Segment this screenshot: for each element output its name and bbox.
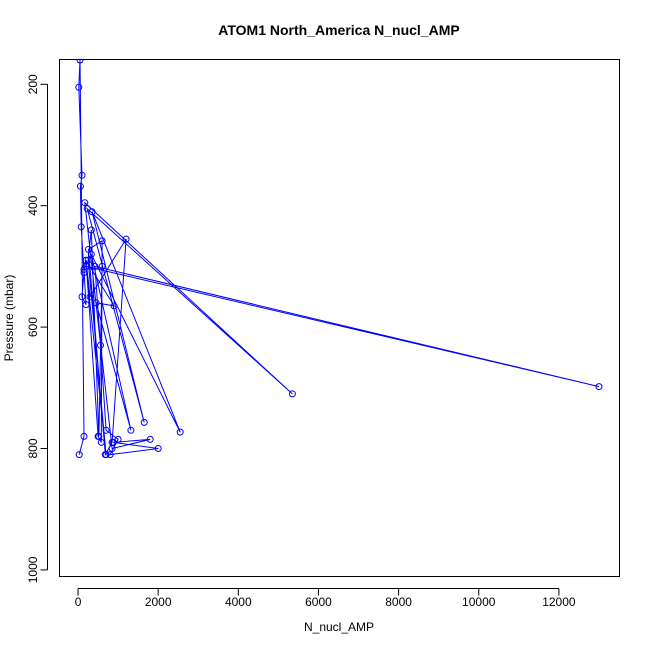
x-tick-label: 6000 [305, 595, 332, 609]
data-point [97, 438, 105, 446]
x-tick-label: 0 [75, 595, 82, 609]
data-point [81, 199, 89, 207]
y-tick-label: 600 [26, 317, 40, 337]
data-point [84, 256, 92, 264]
data-point [95, 432, 103, 440]
data-point [80, 269, 88, 276]
x-axis: 0 2000 4000 6000 8000 10000 12000 [75, 588, 576, 609]
data-point [78, 171, 86, 179]
x-tick-label: 10000 [462, 595, 496, 609]
data-point [106, 451, 114, 459]
data-point [77, 223, 85, 231]
x-tick-label: 2000 [145, 595, 172, 609]
data-point [140, 418, 148, 426]
data-point [76, 182, 84, 190]
data-point [75, 83, 83, 91]
data-point [146, 435, 154, 443]
data-point [82, 262, 90, 270]
x-axis-label: N_nucl_AMP [304, 620, 374, 634]
y-tick-label: 200 [26, 74, 40, 94]
y-axis: 200 400 600 800 1000 [26, 74, 48, 583]
x-tick-label: 12000 [542, 595, 576, 609]
data-point [97, 341, 104, 349]
data-point [102, 451, 110, 459]
data-point [110, 302, 118, 310]
data-point [288, 390, 296, 398]
data-point [87, 226, 95, 234]
data-point [114, 435, 122, 443]
y-tick-label: 1000 [26, 556, 40, 583]
data-point [122, 235, 130, 243]
x-tick-label: 8000 [385, 595, 412, 609]
plot-frame [59, 59, 620, 577]
data-point [176, 428, 184, 436]
data-point [76, 60, 84, 64]
data-point [127, 426, 135, 434]
data-point [80, 432, 88, 440]
data-point [78, 293, 86, 301]
chart-title: ATOM1 North_America N_nucl_AMP [218, 22, 459, 38]
data-point [595, 383, 603, 391]
data-point [82, 301, 90, 309]
data-point [83, 205, 91, 213]
data-point [87, 250, 95, 258]
data-point [98, 237, 106, 245]
plot-area [75, 60, 603, 459]
data-point [98, 262, 106, 270]
y-axis-label: Pressure (mbar) [2, 275, 16, 362]
data-point [86, 293, 94, 301]
series-line [78, 60, 600, 457]
data-point [91, 262, 99, 270]
data-point [102, 426, 110, 434]
data-point [154, 445, 162, 452]
y-tick-label: 400 [26, 195, 40, 215]
data-point [88, 208, 96, 216]
data-point [92, 299, 100, 307]
y-tick-label: 800 [26, 438, 40, 458]
data-point [75, 451, 83, 459]
x-tick-label: 4000 [225, 595, 252, 609]
